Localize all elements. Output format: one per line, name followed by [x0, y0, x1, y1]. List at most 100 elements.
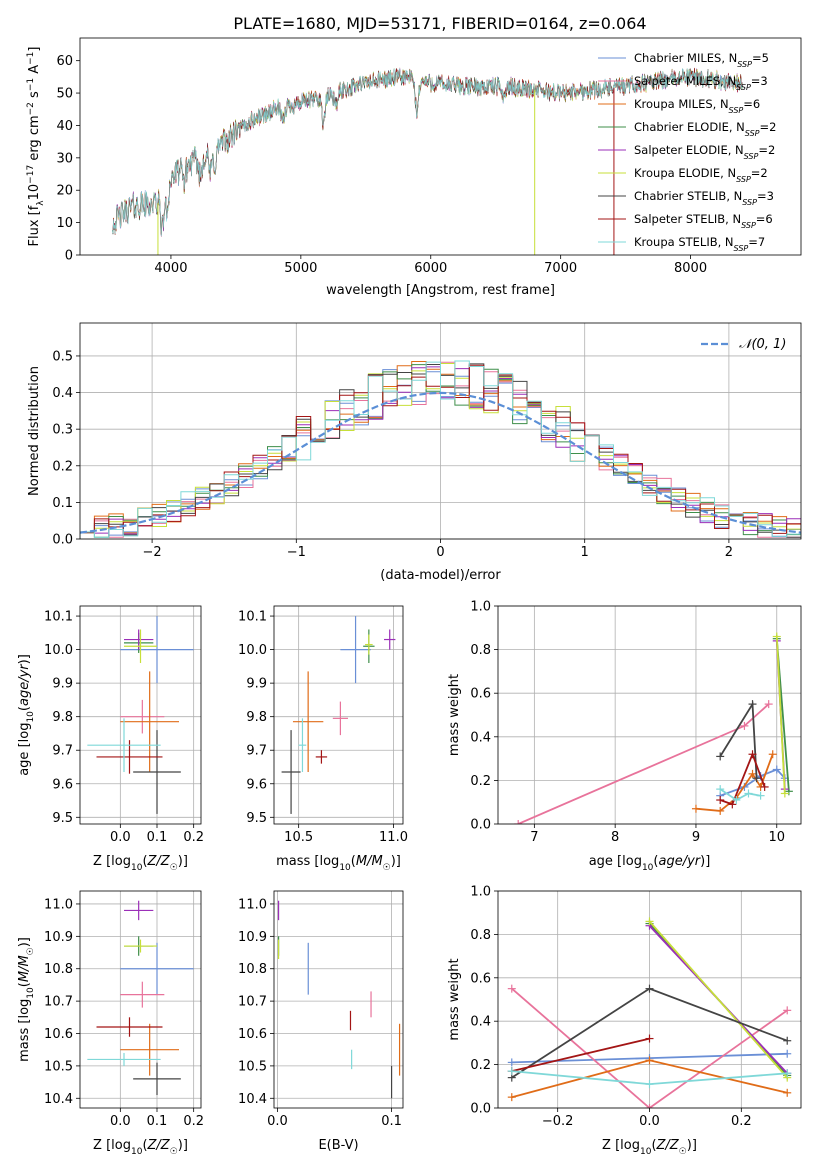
weight-marker: [780, 789, 789, 798]
y-tick-label: 0.0: [470, 1102, 491, 1117]
y-tick-label: 9.6: [246, 777, 267, 792]
legend-model-name: Salpeter STELIB, N: [634, 212, 741, 226]
x-tick-label: 0.0: [110, 830, 131, 845]
y-tick-label: 50: [56, 87, 73, 102]
y-axis-label: mass [log10(M/M☉)]: [17, 937, 36, 1062]
weight-marker: [772, 765, 781, 774]
weight-marker: [507, 1058, 516, 1067]
weight-marker: [740, 721, 749, 730]
errorbar-point: [384, 629, 396, 650]
weight-marker: [645, 917, 654, 926]
x-tick-label: 7000: [544, 261, 577, 276]
x-axis-label: (data-model)/error: [380, 568, 501, 583]
weight-marker: [507, 984, 516, 993]
histogram-kroupa-stelib: [80, 360, 801, 539]
x-tick-label: 0.2: [183, 830, 204, 845]
weight-marker: [760, 782, 769, 791]
legend-entry: Salpeter ELODIE, NSSP=2: [634, 143, 775, 161]
y-axis-label: mass weight: [447, 674, 462, 756]
x-tick-label: 4000: [154, 261, 187, 276]
errorbar-point: [133, 730, 181, 814]
x-axis-label: wavelength [Angstrom, rest frame]: [326, 283, 555, 298]
x-tick-label: 10: [768, 830, 785, 845]
axes-frame: [497, 605, 802, 825]
weight-line: [719, 788, 761, 802]
legend-model-name: Kroupa MILES, N: [634, 97, 729, 111]
legend-model-name: Chabrier STELIB, N: [634, 189, 742, 203]
weight-marker: [748, 700, 757, 709]
x-tick-label: 0.1: [147, 1114, 168, 1129]
y-tick-label: 0.5: [52, 349, 73, 364]
legend-model-name: Salpeter MILES, N: [634, 74, 736, 88]
x-axis-label: Z [log10(Z/Z☉)]: [93, 854, 188, 873]
x-axis-label: mass [log10(M/M☉)]: [276, 854, 401, 873]
x-tick-label: 0.1: [147, 830, 168, 845]
weight-line: [719, 751, 766, 806]
legend-entry: Salpeter STELIB, NSSP=6: [634, 212, 773, 230]
errorbar-point: [120, 699, 165, 734]
x-tick-label: 10.5: [284, 830, 313, 845]
plot-area-spectrum: [112, 67, 743, 255]
axes-frame: [79, 37, 802, 256]
y-tick-label: 0.8: [470, 643, 491, 658]
weight-line: [695, 753, 774, 812]
legend-model-name: Chabrier MILES, N: [634, 51, 737, 65]
weight-line: [648, 920, 788, 1079]
weight-marker: [732, 796, 741, 805]
y-tick-label: 0.2: [52, 459, 73, 474]
weight-line: [719, 701, 758, 779]
y-tick-label: 10.5: [44, 1059, 73, 1074]
weight-marker: [514, 820, 523, 824]
errorbar-point: [96, 1017, 163, 1037]
legend-entry: Kroupa ELODIE, NSSP=2: [634, 166, 768, 184]
panel-age_vs_Z: 0.0 0.1 0.2 9.5 9.6 9.7 9.8 9.9 10.0 10.1 Z [log10…: [17, 605, 204, 873]
axes-frame: [79, 605, 202, 825]
legend-model-name: Kroupa STELIB, N: [634, 235, 734, 249]
x-tick-label: −2: [143, 545, 162, 560]
y-tick-label: 10.8: [238, 962, 267, 977]
errorbar-point: [124, 900, 154, 921]
x-tick-label: 1: [581, 545, 589, 560]
weight-line: [775, 636, 786, 794]
y-tick-label: 40: [56, 119, 73, 134]
errorbar-point: [124, 939, 157, 953]
weight-marker: [716, 785, 725, 794]
figure-title: PLATE=1680, MJD=53171, FIBERID=0164, z=0…: [233, 14, 646, 33]
weight-marker: [691, 804, 700, 813]
weight-marker: [728, 800, 737, 809]
plot-area-weight_vs_Z: [507, 917, 792, 1108]
x-tick-label: 0.2: [183, 1114, 204, 1129]
errorbar-point: [120, 981, 165, 1008]
x-axis-label: Z [log10(Z/Z☉)]: [93, 1138, 188, 1157]
weight-marker: [645, 1056, 654, 1065]
y-tick-label: 10: [56, 216, 73, 231]
x-tick-label: 0.1: [381, 1114, 402, 1129]
panel-age_vs_mass: 10.5 11.0 9.5 9.6 9.7 9.8 9.9 10.0 10.1 mass [log…: [238, 605, 408, 873]
panel-spectrum: 4000 5000 6000 7000 8000 0 10 20 30 40 50 60 wavelen…: [26, 37, 802, 298]
weight-marker: [783, 1069, 792, 1078]
errorbar-point: [281, 730, 301, 814]
y-tick-label: 10.5: [238, 1059, 267, 1074]
y-axis-label: Normed distribution: [27, 366, 42, 496]
y-tick-label: 9.5: [246, 811, 267, 826]
errorbar-point: [124, 629, 157, 664]
axes-frame: [79, 890, 202, 1109]
panel-mass_vs_EBV: 0.0 0.1 10.4 10.5 10.6 10.7 10.8 10.9 11.0 E(B-V): [238, 890, 404, 1153]
axes-frame: [79, 322, 802, 540]
weight-marker: [764, 700, 773, 709]
y-tick-label: 30: [56, 151, 73, 166]
x-tick-label: 8000: [674, 261, 707, 276]
x-axis-label: age [log10(age/yr)]: [589, 854, 711, 873]
y-tick-label: 0: [65, 249, 73, 264]
weight-marker: [768, 750, 777, 759]
panel-weight_vs_age: 7 8 9 10 0.0 0.2 0.4 0.6 0.8 1.0 age [log10(age/yr…: [447, 600, 802, 873]
y-axis-label: mass weight: [447, 958, 462, 1040]
panel-mass_vs_Z: 0.0 0.1 0.2 10.4 10.5 10.6 10.7 10.8 10.9 11.0 Z […: [17, 890, 204, 1157]
weight-marker: [716, 796, 725, 805]
weight-marker: [507, 1067, 516, 1076]
x-tick-label: 11.0: [379, 830, 408, 845]
weight-marker: [784, 787, 793, 796]
y-tick-label: 10.7: [238, 995, 267, 1010]
y-tick-label: 10.1: [238, 610, 267, 625]
y-tick-label: 10.8: [44, 962, 73, 977]
